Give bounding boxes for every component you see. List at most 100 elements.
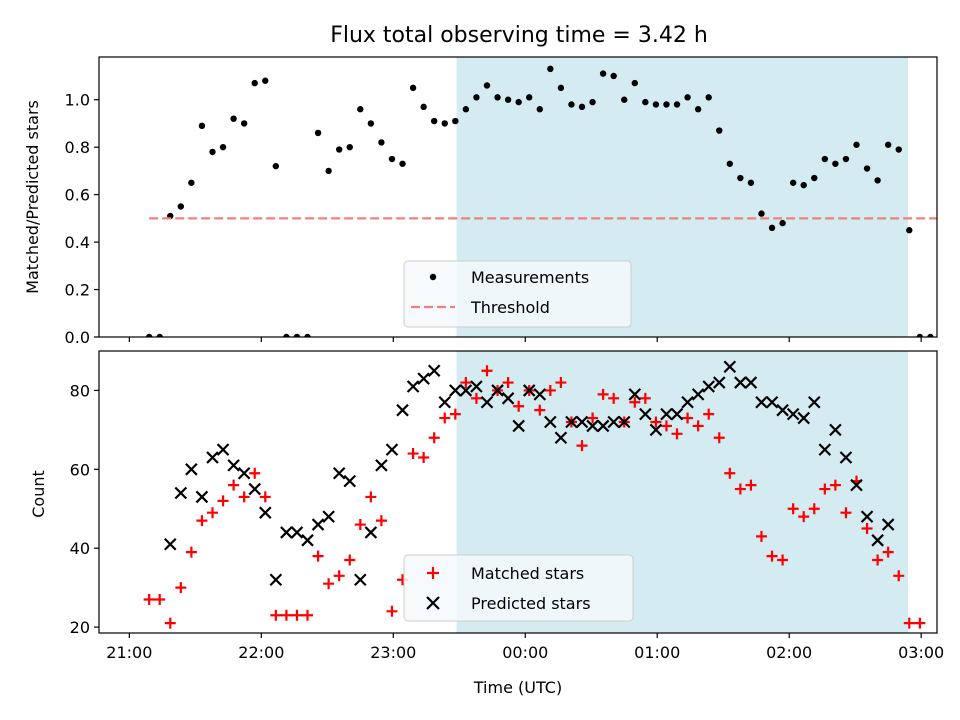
measurements-point (631, 79, 638, 87)
matched-stars-point (544, 384, 556, 396)
matched-stars-point (692, 420, 704, 432)
predicted-stars-point (533, 388, 547, 401)
measurements-point (938, 334, 944, 340)
measurements-legend-marker (429, 273, 437, 281)
measurements-point (895, 146, 902, 153)
predicted-stars-point (480, 395, 494, 409)
predicted-stars-point (575, 415, 589, 429)
y-tick-label: 40 (70, 539, 90, 558)
bottom-panel: 20 40 60 80 21:00 22:00 23:00 00:00 01:00 02:00 03… (29, 350, 944, 697)
predicted-stars-point (881, 518, 895, 531)
bottom-y-axis-label: Count (29, 470, 48, 518)
measurements-point (357, 106, 364, 113)
matched-stars-point (755, 530, 767, 542)
measurements-point (547, 65, 554, 73)
measurements-point (188, 179, 195, 186)
measurements-point (874, 177, 881, 184)
predicted-stars-point (438, 395, 452, 409)
matched-stars-point (576, 440, 588, 452)
measurements-point (568, 101, 575, 108)
predicted-stars-point (544, 415, 557, 429)
y-tick-label: 80 (70, 381, 90, 400)
measurements-point (884, 141, 892, 148)
matched-stars-point (196, 515, 208, 527)
predicted-stars-point (417, 372, 430, 385)
measurements-point (388, 155, 396, 163)
measurements-point (314, 129, 322, 137)
predicted-stars-point (839, 451, 853, 464)
measurements-point (441, 120, 448, 127)
matched-stars-point (502, 377, 514, 389)
measurements-point (536, 106, 543, 113)
predicted-stars-point (290, 526, 304, 539)
predicted-stars-point (206, 451, 219, 464)
predicted-stars-point (734, 376, 747, 389)
y-tick-label: 60 (70, 460, 90, 479)
measurements-point (716, 127, 723, 134)
predicted-stars-point (829, 423, 842, 437)
measurements-legend-label: Measurements (471, 268, 589, 287)
y-tick-label: 1.0 (65, 91, 90, 110)
matched-stars-point (386, 605, 398, 617)
measurements-point (462, 106, 470, 113)
predicted-stars-point (427, 364, 441, 377)
matched-stars-point (513, 400, 525, 412)
predicted-stars-point (195, 490, 209, 504)
matched-stars-point (344, 554, 356, 566)
predicted-stars-point (385, 443, 399, 456)
matched-stars-point (418, 451, 430, 463)
matched-stars-point (312, 550, 324, 562)
measurements-point (906, 227, 913, 234)
predicted-stars-point (607, 415, 620, 429)
measurements-point (526, 94, 533, 101)
predicted-stars-point (723, 360, 737, 374)
matched-stars-point (154, 593, 166, 605)
measurements-point (293, 333, 301, 337)
axes-frame (98, 56, 938, 338)
measurements-point (694, 106, 702, 113)
matched-stars-point (259, 491, 271, 503)
x-tick-label: 01:00 (634, 643, 680, 662)
measurements-point (789, 179, 797, 186)
matched-stars-point (829, 479, 841, 491)
predicted-stars-point (765, 395, 779, 409)
measurements-point (494, 94, 501, 101)
y-tick-label: 0.8 (65, 138, 90, 157)
measurements-point (842, 155, 850, 163)
measurements-point (515, 98, 522, 106)
measurements-point (251, 79, 258, 87)
matched-stars-point (470, 392, 482, 404)
matched-stars-point (745, 479, 757, 491)
measurements-point (768, 224, 776, 232)
measurements-point (811, 174, 818, 182)
matched-stars-point (587, 412, 599, 424)
measurements-point (916, 333, 924, 337)
matched-stars-point (164, 617, 176, 629)
predicted-stars-point (565, 415, 578, 429)
measurements-point (800, 181, 807, 189)
measurements-point (219, 143, 227, 151)
predicted-stars-point (670, 407, 684, 421)
predicted-stars-point (406, 380, 420, 393)
measurements-point (420, 103, 427, 111)
measurements-point (504, 96, 512, 103)
predicted-stars-point (639, 407, 652, 421)
plot-area (143, 360, 926, 629)
predicted-stars-point (174, 486, 188, 500)
predicted-stars-point (871, 534, 884, 547)
predicted-stars-point (660, 407, 673, 421)
matched-stars-point (291, 609, 303, 621)
predicted-stars-point (163, 537, 177, 551)
measurements-point (409, 84, 417, 92)
measurements-point (452, 117, 459, 125)
measurements-point (747, 179, 755, 186)
matched-stars-point (375, 515, 387, 527)
matched-stars-legend-marker (427, 567, 439, 579)
measurements-point (673, 101, 681, 108)
predicted-stars-point (354, 573, 367, 587)
predicted-stars-point (248, 482, 262, 496)
measurements-point (578, 103, 586, 111)
measurements-point (621, 96, 628, 103)
matched-stars-point (882, 546, 894, 558)
measurements-point (483, 82, 491, 89)
